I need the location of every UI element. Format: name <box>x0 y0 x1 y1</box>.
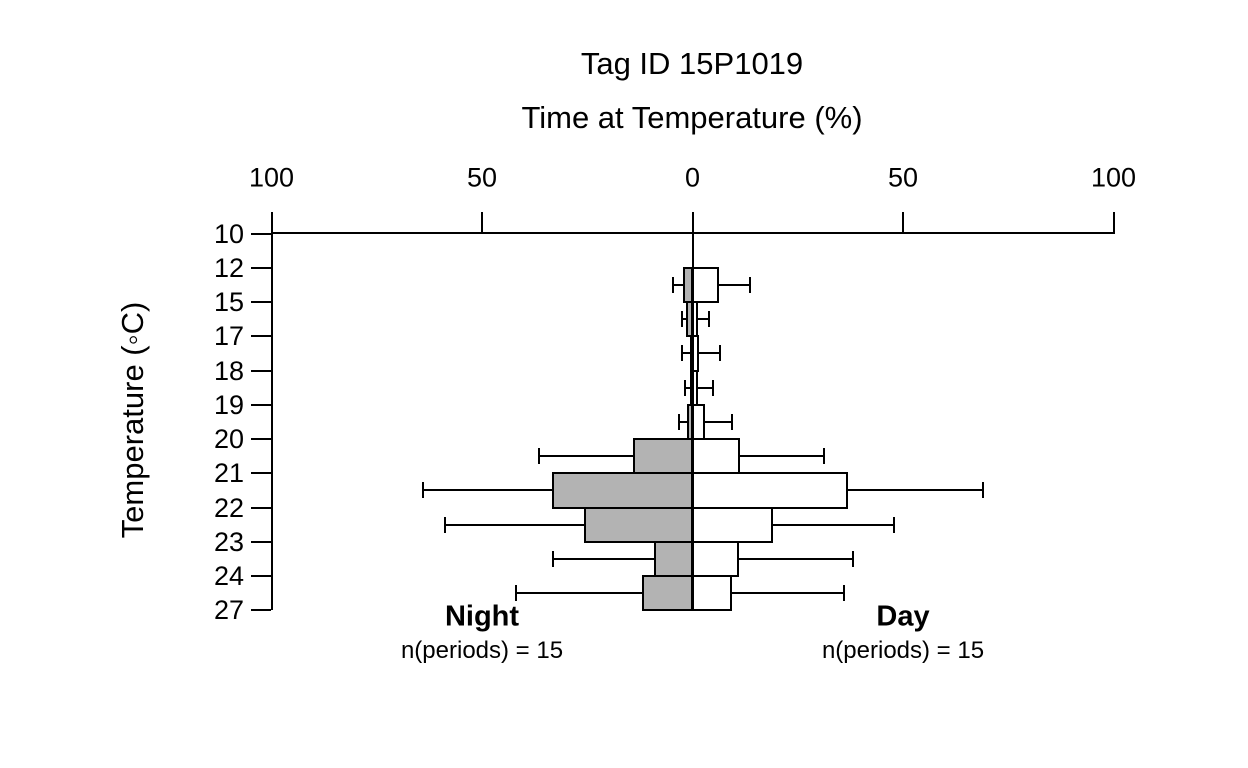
day-whisker-cap <box>822 448 825 465</box>
night-whisker-line <box>673 283 683 286</box>
y-tick-label: 12 <box>213 252 244 283</box>
night-whisker-line <box>684 386 691 389</box>
y-tick <box>251 506 271 509</box>
night-whisker-line <box>538 455 634 458</box>
day-whisker-line <box>698 318 710 321</box>
y-tick <box>251 369 271 372</box>
y-tick-label: 23 <box>213 526 244 557</box>
day-whisker-line <box>699 352 720 355</box>
night-whisker-cap <box>537 448 540 465</box>
night-whisker-line <box>552 557 655 560</box>
x-tick-label: 50 <box>466 162 498 193</box>
night-whisker-line <box>679 420 687 423</box>
x-tick <box>481 211 483 234</box>
day-whisker-cap <box>708 311 711 328</box>
x-tick <box>270 211 273 234</box>
day-bar <box>691 266 720 303</box>
y-tick-label: 20 <box>213 424 244 454</box>
y-tick <box>251 403 271 406</box>
day-whisker-line <box>719 283 751 286</box>
day-whisker-cap <box>731 413 734 430</box>
day-bar <box>691 540 740 577</box>
night-whisker-cap <box>515 585 518 602</box>
night-whisker-cap <box>422 482 425 499</box>
day-bar <box>691 575 732 612</box>
x-tick-label: 100 <box>1090 162 1137 193</box>
night-whisker-cap <box>672 276 675 293</box>
day-whisker-line <box>697 386 714 389</box>
night-whisker-cap <box>680 311 683 328</box>
y-tick <box>251 438 271 440</box>
night-n-periods: n(periods) = 15 <box>400 637 564 664</box>
night-whisker-cap <box>551 550 554 567</box>
night-whisker-cap <box>681 345 684 362</box>
x-tick <box>691 211 694 234</box>
x-tick-label: 100 <box>248 162 295 193</box>
day-whisker-cap <box>893 516 896 533</box>
y-tick-label: 18 <box>213 355 244 386</box>
y-tick-label: 17 <box>213 321 244 352</box>
y-tick-label: 24 <box>213 561 244 591</box>
y-tick <box>251 472 271 475</box>
y-tick-label: 15 <box>213 287 244 317</box>
day-whisker-cap <box>718 345 721 362</box>
day-bar <box>691 506 774 543</box>
x-tick <box>1112 211 1115 234</box>
y-tick-label: 19 <box>213 389 244 420</box>
y-tick-label: 10 <box>213 218 244 249</box>
y-tick-label: 22 <box>213 492 244 523</box>
night-bar <box>583 506 694 543</box>
night-whisker-line <box>681 318 687 321</box>
day-whisker-line <box>773 523 895 526</box>
y-axis-line <box>271 231 273 611</box>
night-bar <box>642 575 694 612</box>
day-whisker-cap <box>843 585 846 602</box>
y-tick <box>251 266 271 269</box>
day-n-periods: n(periods) = 15 <box>821 637 985 664</box>
night-whisker-cap <box>683 379 686 396</box>
night-bar <box>633 438 694 475</box>
day-whisker-cap <box>852 550 855 567</box>
y-tick <box>251 609 271 612</box>
x-tick <box>902 211 904 234</box>
night-label: Night <box>444 600 520 633</box>
day-bar <box>691 369 698 406</box>
day-whisker-line <box>739 557 854 560</box>
y-tick-label: 27 <box>213 595 244 626</box>
day-bar <box>691 335 700 372</box>
day-whisker-cap <box>712 379 715 396</box>
y-tick <box>251 540 271 543</box>
night-whisker-line <box>444 523 584 526</box>
day-whisker-cap <box>982 482 985 499</box>
night-bar <box>551 472 694 509</box>
day-label: Day <box>876 600 930 633</box>
night-whisker-line <box>423 489 552 492</box>
x-tick-label: 0 <box>684 162 701 193</box>
night-whisker-line <box>516 592 643 595</box>
x-tick-label: 50 <box>887 162 919 193</box>
day-whisker-line <box>740 455 824 458</box>
y-tick <box>251 301 271 303</box>
y-tick <box>251 575 271 577</box>
y-tick <box>251 232 271 235</box>
night-whisker-cap <box>443 516 446 533</box>
day-whisker-line <box>847 489 984 492</box>
day-whisker-line <box>705 420 733 423</box>
y-tick-label: 21 <box>213 458 244 489</box>
night-whisker-cap <box>678 413 681 430</box>
day-whisker-cap <box>749 276 752 293</box>
day-bar <box>691 301 699 338</box>
chart-subtitle: Time at Temperature (%) <box>521 100 863 135</box>
chart-title: Tag ID 15P1019 <box>580 46 804 81</box>
y-tick <box>251 335 271 338</box>
day-bar <box>691 438 741 475</box>
day-bar <box>691 403 706 440</box>
night-whisker-line <box>682 352 690 355</box>
night-bar <box>654 540 694 577</box>
day-bar <box>691 472 848 509</box>
day-whisker-line <box>731 592 845 595</box>
